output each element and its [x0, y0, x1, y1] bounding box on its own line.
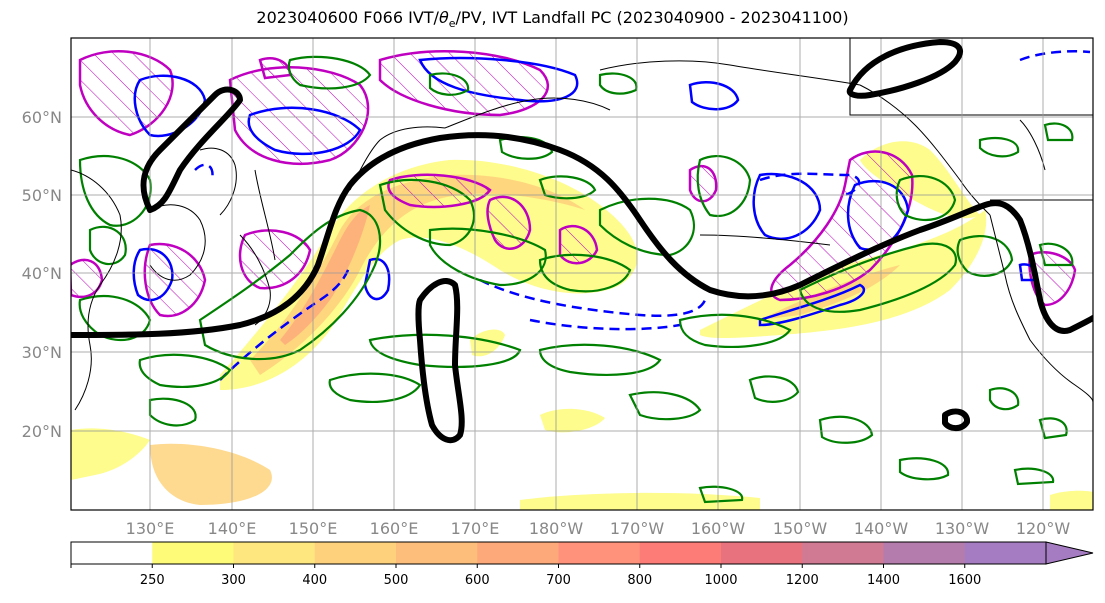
lon-label-120w: 120°W — [1016, 519, 1071, 538]
colorbar-ticks: 250 300 400 500 600 700 800 1000 1200 1400 1600 — [70, 564, 981, 588]
lon-label-150e: 150°E — [289, 519, 338, 538]
colorbar-extend-arrow — [1045, 541, 1094, 565]
colorbar: 250 300 400 500 600 700 800 1000 1200 1400 1600 — [70, 541, 1094, 588]
black-contour — [71, 39, 1093, 444]
colorbar-tick-label: 800 — [627, 573, 652, 588]
colorbar-segment — [396, 542, 478, 564]
map-border — [70, 37, 1094, 511]
map-content — [71, 38, 1093, 510]
colorbar-tick-label: 1200 — [786, 573, 819, 588]
lon-label-130w: 130°W — [935, 519, 990, 538]
colorbar-segment — [233, 542, 316, 564]
plot-title: 2023040600 F066 IVT/θe/PV, IVT Landfall … — [256, 8, 849, 31]
colorbar-tick-label: 1400 — [867, 573, 900, 588]
lon-labels: 130°E 140°E 150°E 160°E 170°E 180°W 170°… — [126, 519, 1071, 538]
colorbar-tick-label: 500 — [384, 573, 409, 588]
colorbar-segment — [71, 542, 153, 564]
colorbar-tick-label: 1000 — [704, 573, 737, 588]
lat-labels: 60°N 50°N 40°N 30°N 20°N — [22, 108, 62, 441]
lat-label-20: 20°N — [22, 422, 62, 441]
colorbar-tick-label: 700 — [546, 573, 571, 588]
theta-e-contours — [78, 55, 1074, 504]
lat-label-40: 40°N — [22, 264, 62, 283]
lon-label-160w: 160°W — [691, 519, 746, 538]
lat-label-50: 50°N — [22, 186, 62, 205]
colorbar-segment — [721, 542, 803, 564]
colorbar-tick-label: 400 — [302, 573, 327, 588]
colorbar-segment — [802, 542, 884, 564]
lon-label-150w: 150°W — [773, 519, 828, 538]
lon-label-140e: 140°E — [208, 519, 257, 538]
colorbar-tick-label: 250 — [140, 573, 165, 588]
lon-label-130e: 130°E — [126, 519, 175, 538]
colorbar-segments — [70, 541, 1047, 565]
lon-label-180w: 180°W — [529, 519, 584, 538]
lon-label-170w: 170°W — [610, 519, 665, 538]
colorbar-segment — [314, 542, 397, 564]
lon-label-160e: 160°E — [370, 519, 419, 538]
landfall-pc-negative-contours — [194, 50, 1091, 381]
colorbar-segment — [964, 542, 1047, 564]
colorbar-segment — [883, 542, 966, 564]
colorbar-tick-label: 300 — [221, 573, 246, 588]
colorbar-segment — [639, 542, 722, 564]
gridlines — [71, 38, 1093, 510]
coastlines — [71, 38, 1093, 411]
colorbar-tick-label: 600 — [465, 573, 490, 588]
colorbar-segment — [477, 542, 559, 564]
colorbar-segment — [152, 542, 234, 564]
lon-label-170e: 170°E — [451, 519, 500, 538]
lat-label-60: 60°N — [22, 108, 62, 127]
lon-label-140w: 140°W — [854, 519, 909, 538]
lat-label-30: 30°N — [22, 343, 62, 362]
colorbar-segment — [558, 542, 641, 564]
colorbar-tick-label: 1600 — [948, 573, 981, 588]
